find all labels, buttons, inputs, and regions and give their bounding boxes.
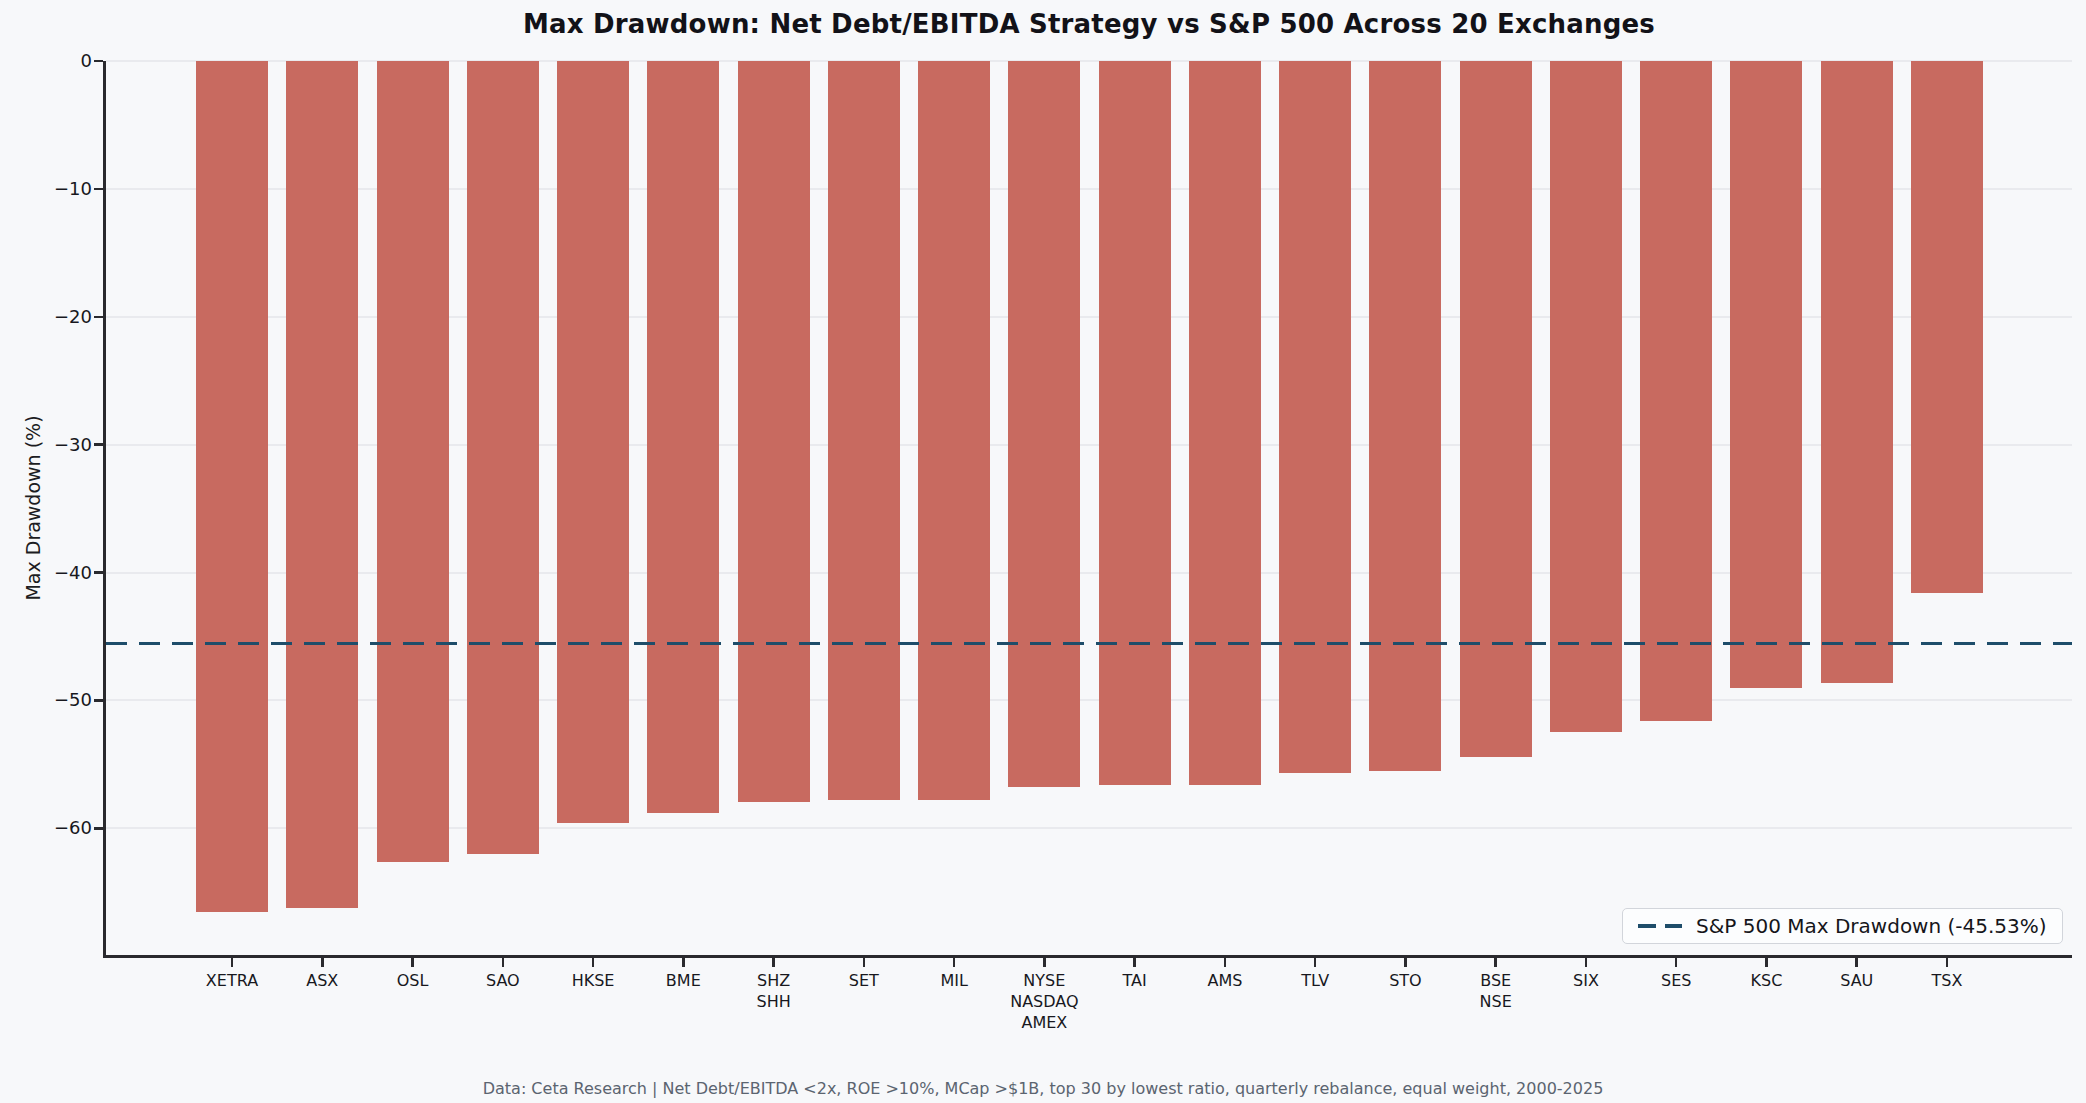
x-tick	[1224, 958, 1227, 967]
x-tick	[682, 958, 685, 967]
bar-ams	[1189, 61, 1261, 785]
x-tick	[1765, 958, 1768, 967]
footer-note: Data: Ceta Research | Net Debt/EBITDA <2…	[0, 1079, 2086, 1098]
x-tick	[1133, 958, 1136, 967]
x-tick	[1675, 958, 1678, 967]
bar-asx	[286, 61, 358, 908]
x-tick	[321, 958, 324, 967]
bar-ksc	[1730, 61, 1802, 688]
x-tick	[231, 958, 234, 967]
bar-hkse	[557, 61, 629, 823]
y-tick-label: −20	[8, 306, 92, 328]
y-tick	[94, 571, 103, 574]
y-tick-label: −30	[8, 434, 92, 456]
legend: S&P 500 Max Drawdown (-45.53%)	[1622, 908, 2063, 944]
bar-set	[828, 61, 900, 800]
x-tick	[1946, 958, 1949, 967]
x-axis-spine	[103, 955, 2072, 958]
y-tick-label: −40	[8, 562, 92, 584]
x-tick	[1314, 958, 1317, 967]
y-axis-spine	[103, 61, 106, 958]
x-tick	[411, 958, 414, 967]
y-tick-label: −10	[8, 178, 92, 200]
y-tick	[94, 316, 103, 319]
bar-six	[1550, 61, 1622, 732]
x-tick	[1404, 958, 1407, 967]
y-tick	[94, 60, 103, 63]
x-tick	[1494, 958, 1497, 967]
y-tick-label: −50	[8, 689, 92, 711]
bar-shz	[738, 61, 810, 802]
bar-nyse	[1008, 61, 1080, 787]
bar-osl	[377, 61, 449, 862]
bar-bme	[647, 61, 719, 813]
x-tick	[502, 958, 505, 967]
dashed-line-icon	[1638, 924, 1682, 929]
x-tick	[772, 958, 775, 967]
figure: Max Drawdown: Net Debt/EBITDA Strategy v…	[0, 0, 2086, 1103]
bar-ses	[1640, 61, 1712, 721]
x-tick	[863, 958, 866, 967]
bar-sau	[1821, 61, 1893, 683]
bar-sao	[467, 61, 539, 854]
y-tick-label: 0	[8, 50, 92, 72]
x-tick	[1043, 958, 1046, 967]
y-tick	[94, 827, 103, 830]
bar-bse	[1460, 61, 1532, 757]
y-tick	[94, 443, 103, 446]
bar-sto	[1369, 61, 1441, 771]
bar-mil	[918, 61, 990, 800]
x-tick	[953, 958, 956, 967]
x-tick-label: TSX	[1882, 970, 2012, 991]
bar-xetra	[196, 61, 268, 912]
y-tick	[94, 699, 103, 702]
chart-title: Max Drawdown: Net Debt/EBITDA Strategy v…	[106, 9, 2072, 39]
bar-tlv	[1279, 61, 1351, 773]
y-tick	[94, 188, 103, 191]
x-tick	[1855, 958, 1858, 967]
sp500-reference-line	[106, 642, 2072, 646]
y-tick-label: −60	[8, 817, 92, 839]
legend-label: S&P 500 Max Drawdown (-45.53%)	[1696, 914, 2047, 938]
x-tick	[592, 958, 595, 967]
bar-tsx	[1911, 61, 1983, 593]
x-tick	[1585, 958, 1588, 967]
bar-tai	[1099, 61, 1171, 785]
